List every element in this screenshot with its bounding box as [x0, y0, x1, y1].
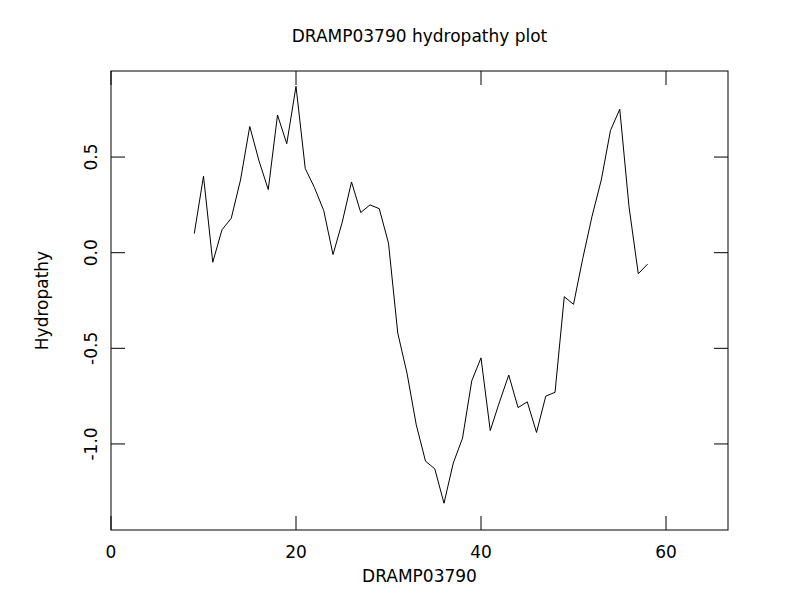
- x-tick-top: [111, 71, 112, 85]
- x-axis-label: DRAMP03790: [362, 566, 477, 586]
- plot-area: [194, 86, 647, 503]
- y-tick: [111, 252, 125, 253]
- y-tick-label: -0.5: [81, 332, 101, 365]
- y-tick-label: 0.0: [81, 239, 101, 266]
- x-tick: [481, 516, 482, 530]
- line-series: [194, 86, 647, 503]
- y-tick: [111, 443, 125, 444]
- y-tick-label: 0.5: [81, 144, 101, 171]
- y-tick-label: -1.0: [81, 427, 101, 460]
- y-tick-right: [714, 157, 728, 158]
- x-tick: [666, 516, 667, 530]
- x-tick-top: [296, 71, 297, 85]
- y-axis-label: Hydropathy: [32, 251, 52, 350]
- y-tick: [111, 348, 125, 349]
- x-tick-label: 40: [470, 542, 492, 562]
- y-tick-right: [714, 443, 728, 444]
- x-tick-top: [481, 71, 482, 85]
- x-tick-label: 20: [285, 542, 307, 562]
- plot-frame: [111, 71, 728, 530]
- chart: DRAMP03790 hydropathy plot DRAMP03790 Hydr…: [0, 0, 800, 600]
- x-tick: [296, 516, 297, 530]
- title: DRAMP03790 hydropathy plot: [292, 26, 548, 46]
- y-tick: [111, 157, 125, 158]
- y-tick-right: [714, 252, 728, 253]
- y-tick-right: [714, 348, 728, 349]
- x-tick: [111, 516, 112, 530]
- x-tick-top: [666, 71, 667, 85]
- x-tick-label: 0: [106, 542, 117, 562]
- x-tick-label: 60: [655, 542, 677, 562]
